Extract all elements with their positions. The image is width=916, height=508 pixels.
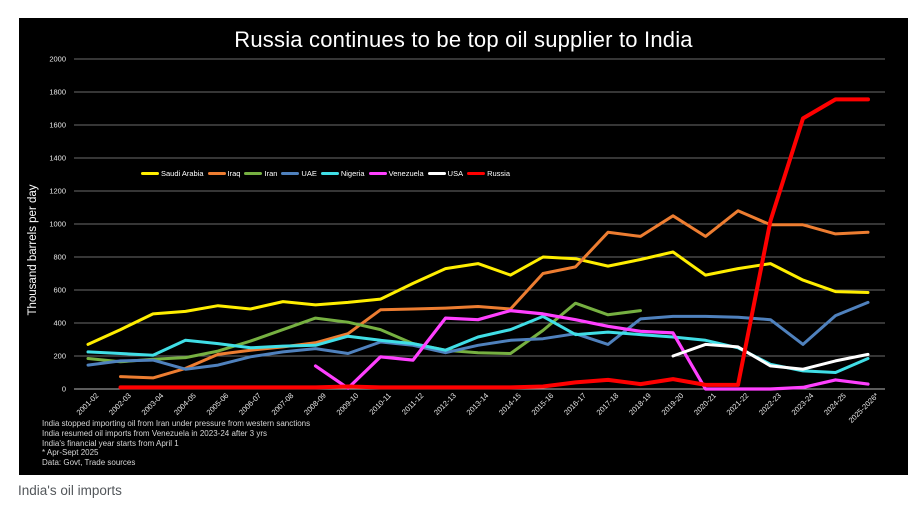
chart-panel: Russia continues to be top oil supplier …	[19, 18, 908, 475]
legend-item-nigeria: Nigeria	[320, 168, 365, 178]
legend-item-iran: Iran	[244, 169, 277, 178]
footnote-line: Data: Govt, Trade sources	[42, 458, 136, 468]
x-tick-label: 2003-04	[140, 391, 166, 417]
legend-label: Venezuela	[388, 168, 424, 178]
image-caption: India's oil imports	[18, 483, 122, 498]
legend-swatch-icon	[281, 171, 300, 175]
x-tick-label: 2001-02	[75, 391, 101, 417]
x-tick-label: 2004-05	[172, 391, 198, 417]
y-tick-label: 800	[53, 253, 66, 262]
legend-label: Iraq	[227, 168, 241, 178]
chart-title: Russia continues to be top oil supplier …	[234, 27, 693, 52]
x-tick-label: 2010-11	[367, 391, 392, 416]
x-tick-label: 2009-10	[335, 391, 361, 417]
x-tick-label: 2008-09	[302, 391, 328, 417]
series-line-uae	[86, 300, 870, 371]
series-line-iran	[86, 301, 642, 364]
y-tick-label: 1200	[49, 187, 66, 196]
series-line-russia	[118, 97, 870, 390]
legend-swatch-icon	[244, 171, 263, 175]
x-tick-label: 2012-13	[432, 391, 458, 417]
legend: Saudi Arabia Iraq Iran UAE Nigeria Venezuela U…	[141, 167, 510, 179]
x-tick-label: 2014-15	[497, 391, 523, 417]
legend-label: UAE	[301, 168, 317, 178]
legend-item-iraq: Iraq	[207, 168, 241, 178]
legend-swatch-icon	[467, 171, 486, 175]
series-line-iraq	[119, 209, 870, 380]
x-tick-label: 2016-17	[562, 391, 588, 417]
x-tick-label: 2018-19	[627, 391, 653, 417]
footnote-line: India's financial year starts from April…	[42, 438, 179, 448]
legend-swatch-icon	[207, 171, 226, 175]
y-tick-label: 1000	[49, 220, 66, 229]
x-tick-label: 2024-25	[822, 391, 848, 417]
legend-item-usa: USA	[427, 168, 464, 178]
x-tick-label: 2023-24	[790, 391, 816, 417]
legend-label: Russia	[487, 168, 511, 178]
legend-label: USA	[447, 168, 464, 178]
x-tick-label: 2006-07	[237, 391, 263, 417]
y-tick-label: 400	[53, 319, 66, 328]
y-tick-label: 1400	[49, 154, 66, 163]
legend-label: Nigeria	[340, 168, 365, 178]
legend-swatch-icon	[141, 171, 159, 175]
footnotes: India stopped importing oil from Iran un…	[42, 419, 310, 468]
y-tick-label: 0	[62, 385, 66, 394]
line-chart: 0 200 400 600 800 1000 1200 1400 1600 1800 2000 200…	[49, 55, 885, 425]
x-tick-label: 2011-12	[400, 391, 425, 416]
x-tick-label: 2019-20	[660, 391, 686, 417]
x-tick-label: 2021-22	[725, 391, 751, 417]
x-tick-label: 2005-06	[205, 391, 231, 417]
y-tick-label: 2000	[49, 55, 66, 64]
x-tick-label: 2020-21	[692, 391, 718, 417]
series-line-saudi-arabia	[86, 250, 870, 346]
series-line-venezuela	[313, 309, 870, 391]
x-tick-label: 2017-18	[595, 391, 621, 417]
footnote-line: India stopped importing oil from Iran un…	[42, 419, 311, 428]
y-tick-label: 1800	[49, 88, 66, 97]
y-tick-label: 1600	[49, 121, 66, 130]
x-tick-label: 2002-03	[107, 391, 133, 417]
legend-swatch-icon	[320, 171, 339, 175]
legend-label: Saudi Arabia	[161, 168, 204, 178]
legend-swatch-icon	[368, 171, 387, 175]
legend-swatch-icon	[427, 171, 446, 175]
series-line-usa	[671, 342, 870, 371]
legend-label: Iran	[264, 168, 278, 178]
legend-item-saudi-arabia: Saudi Arabia	[141, 169, 204, 178]
x-tick-label: 2007-08	[270, 391, 296, 417]
footnote-line: India resumed oil imports from Venezuela…	[42, 428, 268, 438]
x-tick-label: 2015-16	[530, 391, 556, 417]
legend-item-russia: Russia	[467, 169, 510, 178]
y-tick-label: 600	[53, 286, 66, 295]
y-tick-label: 200	[53, 352, 66, 361]
footnote-line: * Apr-Sept 2025	[42, 448, 99, 458]
legend-item-uae: UAE	[281, 168, 317, 178]
x-tick-label: 2013-14	[465, 391, 491, 417]
x-tick-label: 2025-2026*	[847, 391, 881, 425]
x-tick-label: 2022-23	[757, 391, 783, 417]
legend-item-venezuela: Venezuela	[368, 168, 424, 178]
